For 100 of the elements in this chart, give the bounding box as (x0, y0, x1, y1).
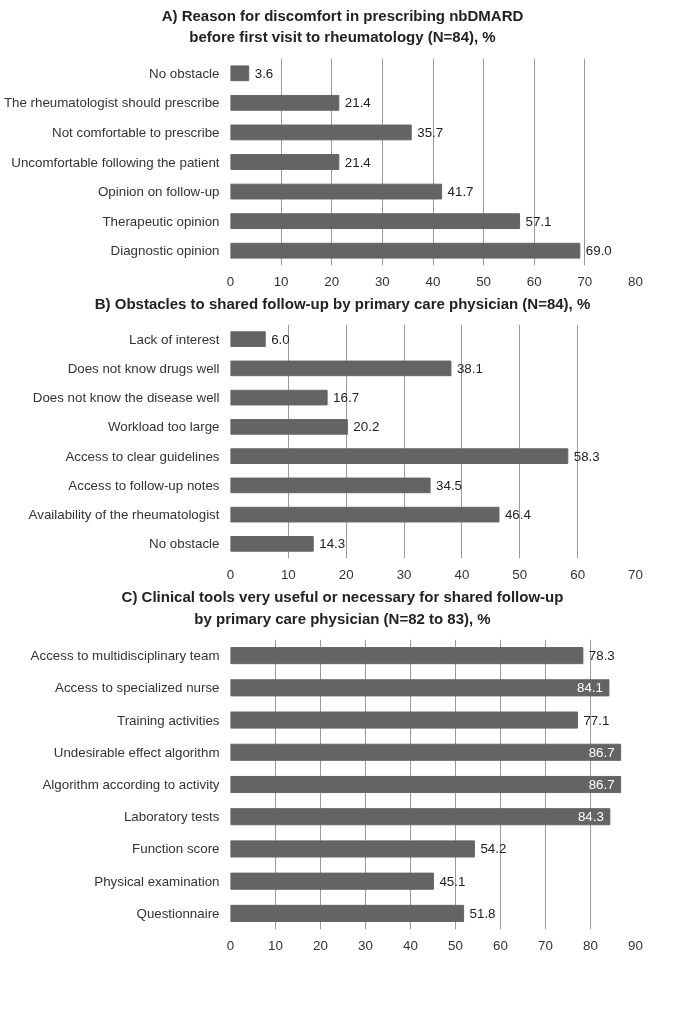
x-tick-label: 20 (338, 566, 354, 582)
x-tick-label: 80 (628, 273, 643, 289)
y-tick-label: Availability of the rheumatologist (28, 507, 220, 523)
y-tick-label: Lack of interest (129, 331, 220, 347)
data-label: 45.1 (439, 873, 466, 889)
data-label: 51.8 (469, 906, 496, 921)
data-label: 35.7 (417, 124, 444, 140)
data-label: 58.3 (573, 448, 600, 464)
bar (230, 242, 581, 259)
y-tick-label: Therapeutic opinion (102, 213, 220, 229)
bar (230, 647, 584, 665)
x-tick-label: 10 (268, 937, 283, 953)
y-tick-label: Laboratory tests (123, 809, 220, 825)
data-label: 21.4 (344, 154, 372, 170)
bar (230, 507, 500, 523)
y-tick-label: Access to specialized nurse (55, 680, 220, 696)
x-tick-label: 40 (425, 273, 441, 289)
x-tick-label: 10 (280, 566, 296, 582)
x-tick-label: 70 (538, 937, 553, 953)
y-tick-label: Does not know the disease well (32, 390, 220, 406)
bar (230, 448, 569, 465)
data-label: 78.3 (588, 648, 615, 664)
chart-title: B) Obstacles to shared follow-up by primary care physician (N=84), % (94, 293, 591, 314)
y-tick-label: Questionnaire (136, 906, 220, 921)
x-tick-label: 50 (512, 566, 528, 582)
bar (230, 419, 348, 435)
bar (230, 390, 328, 406)
data-label: 57.1 (525, 213, 552, 229)
bar (230, 776, 622, 794)
x-tick-label: 0 (226, 566, 235, 582)
data-label: 69.0 (585, 243, 612, 259)
x-tick-label: 20 (324, 273, 340, 289)
bar (230, 213, 521, 229)
bar (230, 65, 250, 82)
y-tick-label: Access to follow-up notes (68, 478, 220, 494)
y-tick-label: Workload too large (107, 419, 220, 435)
data-label: 38.1 (456, 361, 483, 377)
bar (230, 679, 610, 697)
bar (230, 331, 266, 348)
data-label: 14.3 (319, 536, 346, 552)
data-label: 3.6 (254, 65, 274, 81)
bar (230, 904, 465, 923)
y-tick-label: No obstacle (149, 536, 220, 552)
data-label: 86.7 (588, 744, 615, 760)
x-tick-label: 20 (313, 937, 328, 953)
x-tick-label: 70 (577, 273, 593, 289)
data-label: 86.7 (588, 777, 615, 793)
bar (230, 153, 340, 170)
data-label: 77.1 (583, 712, 610, 728)
bar (230, 94, 340, 111)
bar (230, 872, 434, 890)
data-label: 54.2 (480, 841, 507, 857)
x-tick-label: 10 (273, 273, 289, 289)
data-label: 84.3 (577, 809, 604, 825)
data-label: 16.7 (333, 390, 360, 406)
bar (230, 360, 452, 377)
bar (230, 743, 622, 761)
y-tick-label: Access to multidisciplinary team (30, 648, 220, 664)
bar (230, 536, 314, 552)
data-label: 34.5 (436, 478, 463, 494)
x-tick-label: 40 (403, 937, 418, 953)
x-tick-label: 70 (628, 566, 643, 582)
data-label: 6.0 (271, 331, 290, 347)
y-tick-label: Opinion on follow-up (97, 183, 220, 199)
data-label: 20.2 (353, 419, 380, 435)
x-tick-label: 50 (448, 937, 463, 953)
x-tick-label: 40 (454, 566, 470, 582)
chart-title: A) Reason for discomfort in prescribing nbDMARD before first visit to rheumatology (N=84), % (161, 6, 524, 48)
y-tick-label: Algorithm according to activity (42, 777, 220, 793)
y-tick-label: Uncomfortable following the patient (11, 154, 220, 170)
y-tick-label: Does not know drugs well (67, 361, 220, 377)
data-label: 84.1 (577, 680, 603, 696)
bar (230, 808, 611, 826)
y-tick-label: Not comfortable to prescribe (52, 124, 220, 140)
bar (230, 183, 443, 200)
bar (230, 840, 475, 858)
x-tick-label: 80 (583, 937, 598, 953)
y-tick-label: Undesirable effect algorithm (53, 744, 220, 760)
y-tick-label: Access to clear guidelines (65, 448, 220, 464)
x-tick-label: 90 (628, 937, 643, 953)
x-tick-label: 0 (226, 273, 235, 289)
x-tick-label: 60 (493, 937, 508, 953)
chart-title: C) Clinical tools very useful or necessary for shared follow-up by primary care physician (N=82 to 83), % (121, 587, 564, 629)
data-label: 46.4 (504, 507, 532, 523)
y-tick-label: Training activities (117, 712, 220, 728)
x-tick-label: 30 (374, 273, 390, 289)
x-tick-label: 30 (358, 937, 373, 953)
x-tick-label: 30 (396, 566, 412, 582)
y-tick-label: Diagnostic opinion (110, 243, 220, 259)
x-tick-label: 50 (476, 273, 492, 289)
x-tick-label: 0 (226, 937, 235, 953)
bar (230, 477, 431, 494)
y-tick-label: The rheumatologist should prescribe (3, 95, 220, 111)
data-label: 41.7 (447, 183, 474, 199)
y-tick-label: Function score (132, 841, 220, 857)
bar (230, 711, 578, 729)
x-tick-label: 60 (570, 566, 586, 582)
y-tick-label: Physical examination (94, 873, 220, 889)
bar (230, 124, 412, 141)
y-tick-label: No obstacle (149, 65, 220, 81)
